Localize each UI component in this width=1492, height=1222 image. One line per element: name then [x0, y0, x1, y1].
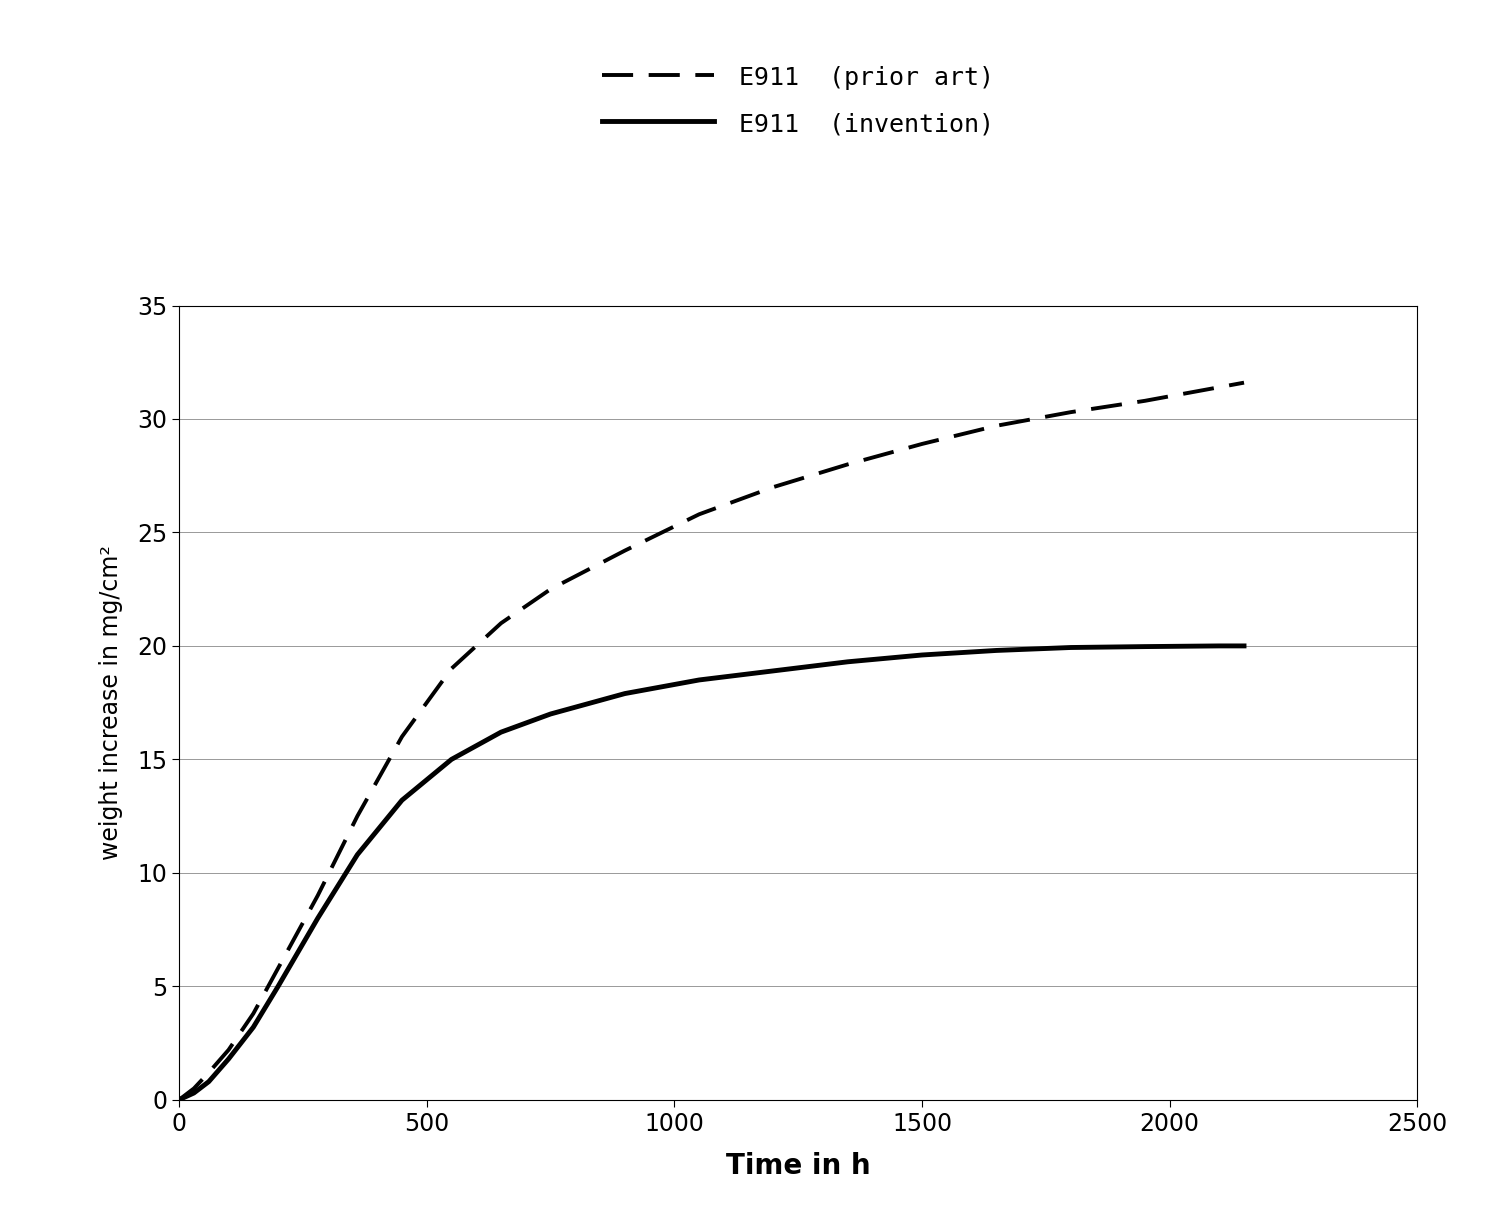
- E911  (prior art): [170, 1092, 188, 1107]
- E911  (invention): [1062, 640, 1080, 655]
- E911  (invention): [185, 1085, 203, 1100]
- E911  (invention): [839, 655, 856, 670]
- Legend: E911  (prior art), E911  (invention): E911 (prior art), E911 (invention): [592, 54, 1004, 147]
- E911  (invention): [1135, 639, 1153, 654]
- E911  (prior art): [309, 888, 327, 903]
- E911  (invention): [988, 643, 1006, 657]
- E911  (invention): [392, 793, 410, 808]
- E911  (prior art): [691, 507, 709, 522]
- E911  (invention): [691, 672, 709, 687]
- E911  (prior art): [1135, 393, 1153, 408]
- E911  (invention): [200, 1074, 218, 1089]
- E911  (invention): [309, 910, 327, 925]
- E911  (invention): [170, 1092, 188, 1107]
- Line: E911  (prior art): E911 (prior art): [179, 382, 1244, 1100]
- E911  (prior art): [392, 730, 410, 744]
- E911  (prior art): [349, 809, 367, 824]
- E911  (prior art): [245, 1006, 263, 1020]
- Line: E911  (invention): E911 (invention): [179, 646, 1244, 1100]
- E911  (invention): [764, 664, 782, 678]
- E911  (prior art): [1210, 380, 1228, 395]
- E911  (prior art): [269, 960, 286, 975]
- Y-axis label: weight increase in mg/cm²: weight increase in mg/cm²: [98, 545, 124, 860]
- E911  (prior art): [542, 582, 560, 596]
- E911  (invention): [219, 1052, 237, 1067]
- E911  (prior art): [492, 616, 510, 631]
- E911  (prior art): [1235, 375, 1253, 390]
- E911  (prior art): [988, 418, 1006, 433]
- E911  (prior art): [616, 544, 634, 558]
- E911  (invention): [616, 687, 634, 701]
- E911  (invention): [245, 1020, 263, 1035]
- E911  (invention): [443, 752, 461, 766]
- E911  (prior art): [443, 661, 461, 676]
- E911  (prior art): [219, 1042, 237, 1057]
- E911  (prior art): [1062, 404, 1080, 419]
- E911  (invention): [542, 706, 560, 721]
- E911  (invention): [269, 979, 286, 993]
- E911  (invention): [1235, 639, 1253, 654]
- E911  (prior art): [839, 457, 856, 472]
- E911  (invention): [492, 725, 510, 739]
- E911  (prior art): [200, 1066, 218, 1080]
- E911  (prior art): [764, 480, 782, 495]
- X-axis label: Time in h: Time in h: [727, 1152, 870, 1180]
- E911  (invention): [349, 847, 367, 862]
- E911  (invention): [1210, 639, 1228, 654]
- E911  (invention): [913, 648, 931, 662]
- E911  (prior art): [913, 436, 931, 451]
- E911  (prior art): [185, 1081, 203, 1096]
